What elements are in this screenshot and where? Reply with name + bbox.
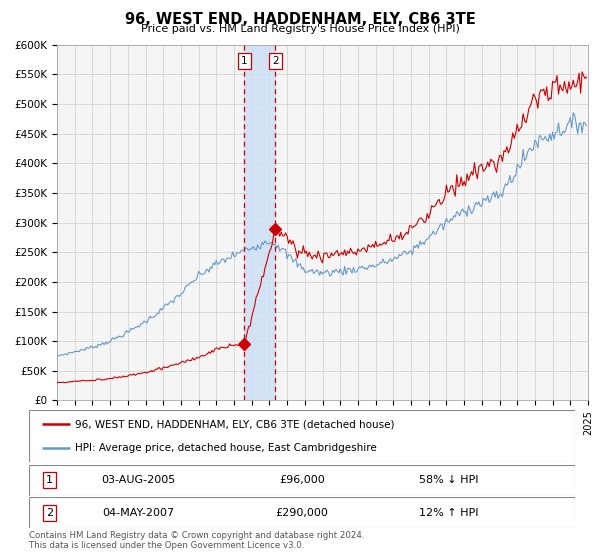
Text: £290,000: £290,000 [275,508,328,517]
FancyBboxPatch shape [29,410,575,462]
Text: 96, WEST END, HADDENHAM, ELY, CB6 3TE: 96, WEST END, HADDENHAM, ELY, CB6 3TE [125,12,475,27]
FancyBboxPatch shape [29,497,575,528]
Text: 1: 1 [241,57,248,67]
Text: 1: 1 [46,475,53,485]
Text: 03-AUG-2005: 03-AUG-2005 [101,475,175,485]
Text: HPI: Average price, detached house, East Cambridgeshire: HPI: Average price, detached house, East… [75,443,377,453]
Text: 12% ↑ HPI: 12% ↑ HPI [419,508,479,517]
Text: £96,000: £96,000 [279,475,325,485]
Text: 04-MAY-2007: 04-MAY-2007 [102,508,174,517]
Text: 58% ↓ HPI: 58% ↓ HPI [419,475,479,485]
Text: 2: 2 [46,508,53,517]
Text: Contains HM Land Registry data © Crown copyright and database right 2024.
This d: Contains HM Land Registry data © Crown c… [29,531,364,550]
Text: 96, WEST END, HADDENHAM, ELY, CB6 3TE (detached house): 96, WEST END, HADDENHAM, ELY, CB6 3TE (d… [75,419,395,430]
FancyBboxPatch shape [29,465,575,496]
Bar [244,45,275,400]
Text: Price paid vs. HM Land Registry's House Price Index (HPI): Price paid vs. HM Land Registry's House … [140,24,460,34]
Text: 2: 2 [272,57,278,67]
